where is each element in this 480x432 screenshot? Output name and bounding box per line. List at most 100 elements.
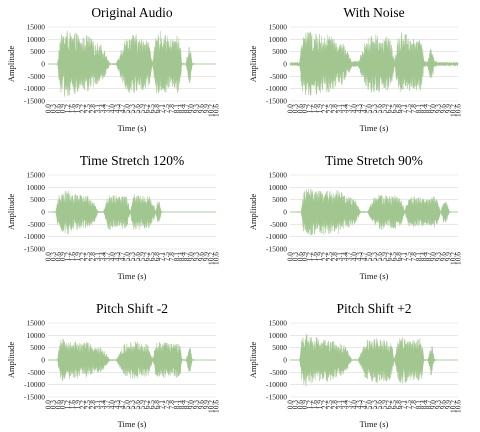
y-tick-label: 15000: [27, 171, 46, 180]
x-tick-label: 0.0: [43, 104, 52, 114]
x-tick-label: 7.5: [162, 400, 171, 410]
x-tick-label: 8.7: [182, 252, 191, 262]
x-tick-label: 7.5: [404, 104, 413, 114]
chart-2: Time Stretch 120% 15000 10000 5000 0 -5000 -10…: [6, 153, 220, 281]
y-tick-label: -5000: [28, 220, 46, 229]
x-tick-label: 6.2: [142, 252, 151, 262]
x-tick-label: 0.6: [295, 400, 304, 410]
x-tick-label: 6.5: [389, 104, 398, 114]
x-tick-label: 7.1: [399, 252, 408, 262]
x-tick-label: 9.6: [197, 400, 206, 410]
x-tick-label: 3.7: [345, 104, 354, 114]
y-tick-label: -10000: [24, 232, 45, 241]
x-tick-label: 1.6: [310, 252, 319, 262]
x-tick-label: 3.1: [93, 400, 102, 410]
x-tick-label: 9.3: [434, 400, 443, 410]
x-tick-label: 1.9: [73, 104, 82, 114]
x-tick-label: 0.0: [285, 104, 294, 114]
x-tick-label: 5.3: [369, 252, 378, 262]
x-tick-label: 5.9: [137, 252, 146, 262]
x-tick-label: 1.9: [315, 400, 324, 410]
y-tick-label: 0: [41, 60, 45, 69]
y-tick-label: 5000: [30, 47, 45, 56]
x-tick-label: 10.2: [206, 400, 215, 413]
x-tick-label: 2.8: [88, 104, 97, 114]
x-tick-label: 8.4: [177, 104, 186, 114]
x-tick-label: 3.7: [103, 104, 112, 114]
x-tick-label: 10.6: [453, 104, 462, 117]
y-tick-label: -10000: [266, 380, 287, 389]
x-tick-label: 4.7: [118, 104, 127, 114]
x-tick-label: 9.6: [439, 252, 448, 262]
x-tick-label: 10.6: [211, 104, 220, 117]
x-tick-label: 2.5: [83, 104, 92, 114]
chart-title: Time Stretch 90%: [325, 153, 423, 168]
x-tick-label: 5.9: [137, 104, 146, 114]
x-tick-label: 1.6: [310, 400, 319, 410]
x-tick-label: 1.6: [68, 104, 77, 114]
x-tick-label: 8.4: [419, 400, 428, 410]
waveform-area: [47, 190, 217, 235]
x-tick-label: 5.0: [364, 400, 373, 410]
y-tick-label: -15000: [266, 97, 287, 106]
x-tick-label: 1.9: [73, 252, 82, 262]
y-tick-label: 15000: [269, 171, 288, 180]
y-tick-label: -10000: [266, 232, 287, 241]
x-tick-label: 8.4: [177, 252, 186, 262]
x-tick-label: 6.5: [389, 252, 398, 262]
waveform-area: [47, 30, 217, 97]
x-tick-label: 4.3: [355, 400, 364, 410]
x-tick-label: 10.2: [206, 252, 215, 265]
x-tick-label: 7.8: [167, 252, 176, 262]
chart-title: Pitch Shift +2: [336, 301, 411, 316]
x-tick-label: 10.6: [211, 400, 220, 413]
x-tick-label: 10.2: [448, 104, 457, 117]
x-tick-label: 4.3: [113, 400, 122, 410]
x-tick-label: 4.7: [360, 104, 369, 114]
x-tick-label: 5.0: [364, 252, 373, 262]
x-tick-label: 5.9: [379, 104, 388, 114]
x-tick-label: 4.3: [113, 252, 122, 262]
y-tick-label: -15000: [24, 393, 45, 402]
x-tick-label: 5.6: [374, 104, 383, 114]
y-axis-label: Amplitude: [6, 194, 16, 231]
x-tick-label: 10.2: [206, 104, 215, 117]
x-tick-label: 4.0: [350, 400, 359, 410]
x-tick-label: 6.5: [147, 400, 156, 410]
chart-0: Original Audio 15000 10000 5000 0 -5000 -10000…: [6, 5, 220, 133]
x-tick-label: 7.8: [167, 104, 176, 114]
x-tick-label: 5.9: [137, 400, 146, 410]
x-tick-label: 8.1: [414, 252, 423, 262]
x-tick-label: 9.0: [187, 252, 196, 262]
x-tick-label: 3.4: [340, 252, 349, 262]
x-tick-label: 1.2: [305, 252, 314, 262]
x-tick-label: 10.6: [211, 252, 220, 265]
x-tick-label: 5.0: [122, 400, 131, 410]
x-tick-label: 2.8: [88, 252, 97, 262]
y-tick-label: 15000: [27, 319, 46, 328]
x-tick-label: 9.3: [192, 104, 201, 114]
x-tick-label: 1.9: [73, 400, 82, 410]
y-tick-label: 0: [283, 60, 287, 69]
x-tick-label: 3.1: [335, 252, 344, 262]
chart-title: Original Audio: [91, 5, 173, 20]
y-tick-label: 15000: [269, 319, 288, 328]
x-tick-label: 8.4: [419, 252, 428, 262]
x-tick-label: 5.3: [127, 104, 136, 114]
x-tick-label: 5.0: [122, 252, 131, 262]
x-tick-label: 6.2: [384, 104, 393, 114]
x-tick-label: 3.4: [98, 104, 107, 114]
x-tick-label: 3.7: [103, 400, 112, 410]
x-tick-label: 0.3: [48, 400, 57, 410]
waveform-area: [47, 338, 217, 381]
y-tick-label: 0: [283, 356, 287, 365]
x-tick-label: 0.6: [53, 400, 62, 410]
x-tick-label: 1.2: [305, 104, 314, 114]
x-tick-label: 5.9: [379, 400, 388, 410]
x-tick-label: 7.8: [409, 104, 418, 114]
y-tick-label: 15000: [269, 23, 288, 32]
x-tick-label: 9.9: [444, 252, 453, 262]
y-tick-label: 0: [283, 208, 287, 217]
y-tick-label: -15000: [24, 97, 45, 106]
x-tick-label: 0.9: [58, 400, 67, 410]
